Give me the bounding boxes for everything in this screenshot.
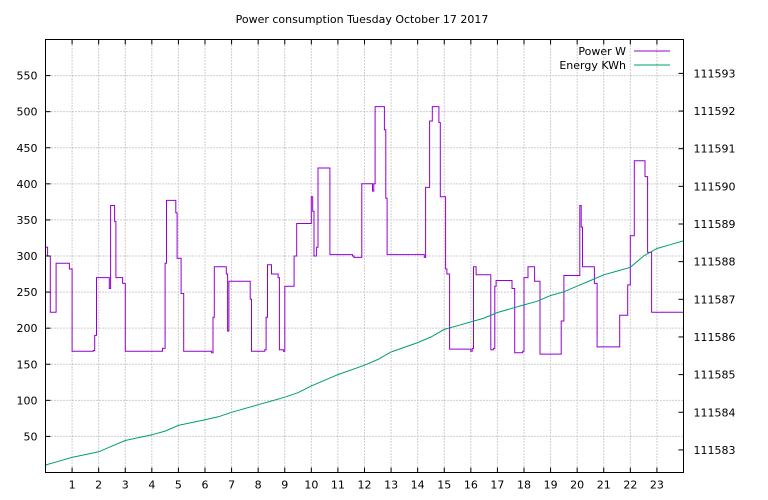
x-tick-label: 15	[437, 479, 451, 492]
x-tick-label: 12	[358, 479, 372, 492]
x-tick-label: 2	[95, 479, 102, 492]
y2-tick-label: 111593	[694, 67, 736, 80]
legend-label: Power W	[578, 45, 626, 58]
y-tick-label: 450	[17, 142, 38, 155]
y-tick-label: 300	[17, 250, 38, 263]
y2-tick-label: 111590	[694, 180, 736, 193]
x-tick-label: 14	[411, 479, 425, 492]
x-tick-label: 13	[384, 479, 398, 492]
y-tick-label: 150	[17, 358, 38, 371]
x-tick-label: 17	[490, 479, 504, 492]
y-tick-label: 500	[17, 106, 38, 119]
y2-tick-label: 111583	[694, 444, 736, 457]
x-tick-label: 4	[148, 479, 155, 492]
legend-label: Energy KWh	[559, 59, 626, 72]
grid-lines	[45, 39, 684, 473]
y-tick-label: 100	[17, 394, 38, 407]
x-tick-label: 10	[304, 479, 318, 492]
x-tick-label: 18	[517, 479, 531, 492]
y2-tick-label: 111589	[694, 218, 736, 231]
x-tick-label: 1	[69, 479, 76, 492]
x-tick-label: 9	[281, 479, 288, 492]
y2-tick-label: 111584	[694, 406, 736, 419]
y2-tick-label: 111586	[694, 331, 736, 344]
x-tick-label: 21	[597, 479, 611, 492]
y2-tick-label: 111587	[694, 293, 736, 306]
y2-tick-label: 111585	[694, 369, 736, 382]
y-tick-label: 550	[17, 70, 38, 83]
y2-tick-label: 111588	[694, 256, 736, 269]
x-tick-label: 23	[650, 479, 664, 492]
x-tick-label: 6	[202, 479, 209, 492]
energy-kwh-series-line	[45, 240, 684, 466]
power-w-series-line	[45, 106, 684, 355]
y-tick-label: 400	[17, 178, 38, 191]
x-tick-label: 22	[623, 479, 637, 492]
y-tick-label: 250	[17, 286, 38, 299]
x-tick-label: 11	[331, 479, 345, 492]
x-tick-label: 8	[255, 479, 262, 492]
x-tick-label: 5	[175, 479, 182, 492]
y2-tick-label: 111592	[694, 105, 736, 118]
x-tick-label: 16	[464, 479, 478, 492]
data-series	[45, 106, 684, 466]
x-tick-label: 19	[544, 479, 558, 492]
x-tick-label: 3	[122, 479, 129, 492]
x-tick-label: 7	[228, 479, 235, 492]
y2-tick-label: 111591	[694, 143, 736, 156]
y-tick-label: 200	[17, 322, 38, 335]
y-tick-label: 50	[24, 430, 38, 443]
axis-ticks: 1 2 3 4 5 6 7 8 9 10 11 12 13 14 15 16 17 18 19 20 21 22 23501…	[17, 39, 736, 492]
x-tick-label: 20	[570, 479, 584, 492]
chart-title: Power consumption Tuesday October 17 201…	[236, 13, 489, 26]
y-tick-label: 350	[17, 214, 38, 227]
